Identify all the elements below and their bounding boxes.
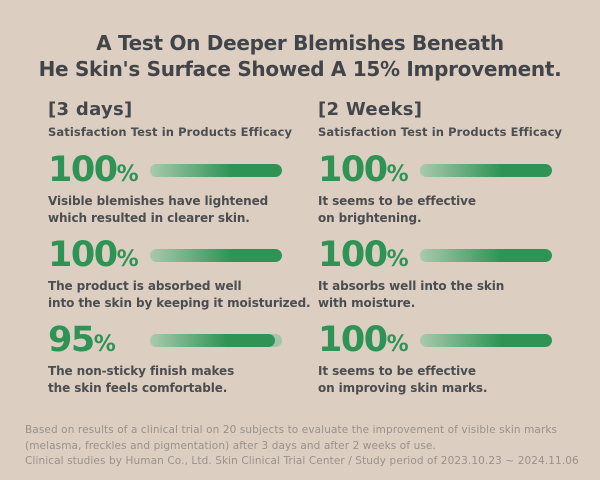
- title-line-2: He Skin's Surface Showed A 15% Improveme…: [38, 57, 562, 82]
- progress-bar: [150, 249, 282, 263]
- main-title: A Test On Deeper Blemishes Beneath He Sk…: [0, 30, 600, 83]
- stat-value: 100%: [318, 235, 409, 276]
- percent-sign: %: [386, 162, 409, 188]
- progress-bar-fill: [420, 334, 552, 348]
- percent-sign: %: [386, 332, 409, 358]
- progress-bar: [150, 164, 282, 178]
- stat-description: It seems to be effective on improving sk…: [318, 363, 588, 397]
- stat-value: 95%: [48, 320, 116, 361]
- stat-description-line-1: It seems to be effective: [318, 193, 476, 208]
- percent-sign: %: [116, 247, 139, 273]
- stat-row: 95% The non-sticky finish makes the skin…: [48, 320, 318, 397]
- progress-bar-fill: [150, 249, 282, 263]
- stat-value: 100%: [48, 150, 139, 191]
- disclaimer-line-2: (melasma, freckles and pigmentation) aft…: [25, 439, 436, 452]
- stat-list: 100% It seems to be effective on brighte…: [318, 150, 588, 397]
- progress-bar-fill: [150, 334, 276, 348]
- progress-bar-fill: [420, 164, 552, 178]
- stat-description-line-1: The non-sticky finish makes: [48, 363, 235, 378]
- stat-description: The non-sticky finish makes the skin fee…: [48, 363, 318, 397]
- stat-description-line-1: The product is absorbed well: [48, 278, 242, 293]
- title-line-1: A Test On Deeper Blemishes Beneath: [96, 31, 504, 55]
- stat-description-line-1: Visible blemishes have lightened: [48, 193, 269, 208]
- stat-description-line-2: on brightening.: [318, 210, 422, 225]
- disclaimer-line-1: Based on results of a clinical trial on …: [25, 424, 558, 437]
- progress-bar: [420, 334, 552, 348]
- progress-bar-fill: [420, 249, 552, 263]
- stat-value: 100%: [48, 235, 139, 276]
- stat-row: 100% It seems to be effective on improvi…: [318, 320, 588, 397]
- stat-description-line-2: the skin feels comfortable.: [48, 380, 228, 395]
- stat-row: 100% It absorbs well into the skin with …: [318, 235, 588, 312]
- stat-description-line-1: It seems to be effective: [318, 363, 476, 378]
- percent-sign: %: [386, 247, 409, 273]
- stat-description-line-1: It absorbs well into the skin: [318, 278, 505, 293]
- progress-bar: [150, 334, 282, 348]
- progress-bar: [420, 164, 552, 178]
- progress-bar: [420, 249, 552, 263]
- stat-row: 100% Visible blemishes have lightened wh…: [48, 150, 318, 227]
- column-2-weeks: [2 Weeks] Satisfaction Test in Products …: [318, 99, 588, 410]
- column-subtitle: Satisfaction Test in Products Efficacy: [48, 124, 293, 139]
- stat-row: 100% The product is absorbed well into t…: [48, 235, 318, 312]
- period-label: [2 Weeks]: [318, 98, 423, 120]
- stats-columns: [3 days] Satisfaction Test in Products E…: [0, 99, 600, 410]
- period-label: [3 days]: [48, 98, 133, 120]
- percent-sign: %: [116, 162, 139, 188]
- stat-description: It absorbs well into the skin with moist…: [318, 278, 588, 312]
- column-3-days: [3 days] Satisfaction Test in Products E…: [48, 99, 318, 410]
- column-subtitle: Satisfaction Test in Products Efficacy: [318, 124, 563, 139]
- percent-sign: %: [93, 332, 116, 358]
- stat-value: 100%: [318, 320, 409, 361]
- stat-description-line-2: with moisture.: [318, 295, 416, 310]
- stat-description-line-2: into the skin by keeping it moisturized.: [48, 295, 311, 310]
- stat-description: The product is absorbed well into the sk…: [48, 278, 318, 312]
- disclaimer-line-3: Clinical studies by Human Co., Ltd. Skin…: [25, 454, 579, 467]
- stat-description: Visible blemishes have lightened which r…: [48, 193, 318, 227]
- stat-list: 100% Visible blemishes have lightened wh…: [48, 150, 318, 397]
- stat-value: 100%: [318, 150, 409, 191]
- stat-description-line-2: on improving skin marks.: [318, 380, 488, 395]
- stat-description: It seems to be effective on brightening.: [318, 193, 588, 227]
- progress-bar-fill: [150, 164, 282, 178]
- stat-row: 100% It seems to be effective on brighte…: [318, 150, 588, 227]
- stat-description-line-2: which resulted in clearer skin.: [48, 210, 250, 225]
- disclaimer: Based on results of a clinical trial on …: [25, 423, 580, 469]
